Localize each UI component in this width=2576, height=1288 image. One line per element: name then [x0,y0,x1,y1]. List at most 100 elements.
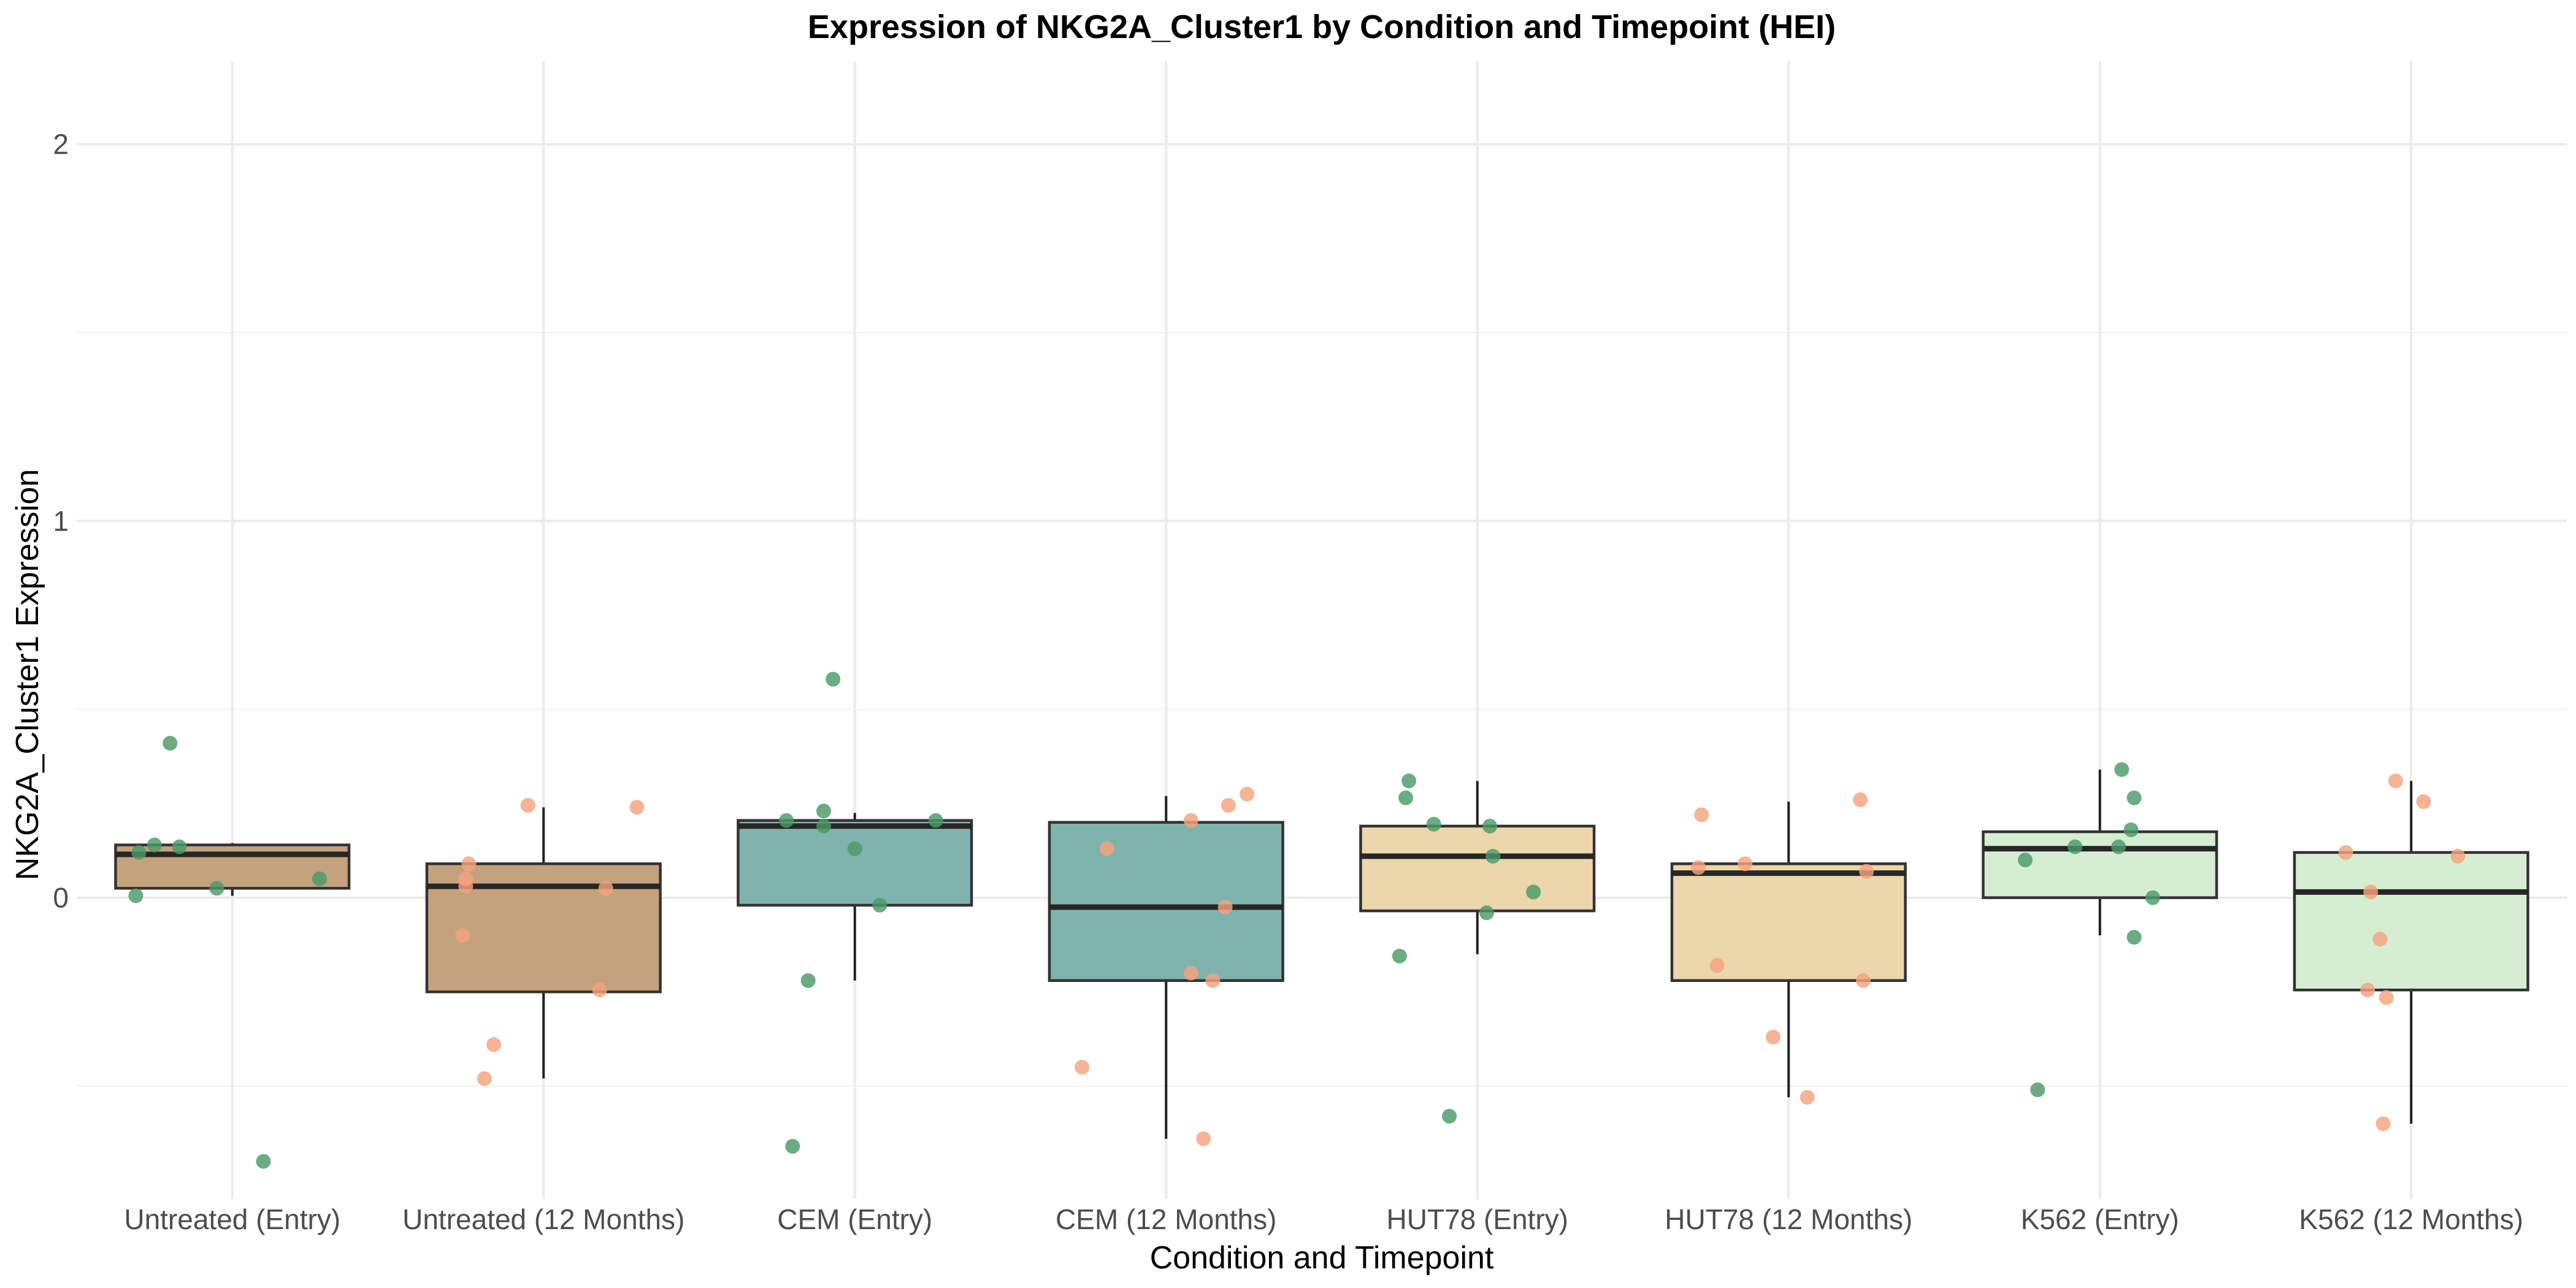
data-point [461,856,477,872]
x-tick-label: K562 (12 Months) [2299,1203,2523,1235]
data-point [163,735,178,751]
box-iqr [1359,824,1596,913]
data-point [1196,1131,1211,1146]
box-iqr [2293,851,2529,992]
data-point [847,841,862,856]
x-tick-label: Untreated (Entry) [124,1203,340,1235]
data-point [256,1154,271,1169]
data-point [1859,864,1874,879]
box-group [737,813,973,981]
point-layer [128,672,2466,1169]
data-point [1526,884,1541,900]
data-point [826,672,841,687]
x-tick-label: Untreated (12 Months) [402,1203,684,1235]
data-point [592,983,607,998]
y-axis-title: NKG2A_Cluster1 Expression [10,469,45,881]
data-point [1401,773,1417,789]
data-point [1398,790,1414,805]
data-point [1738,856,1753,872]
grid-layer [77,61,2567,1199]
data-point [2360,983,2375,998]
data-point [1485,849,1501,864]
y-tick-label: 1 [53,505,69,537]
data-point [785,1139,800,1154]
data-point [455,928,470,943]
y-tick-label: 0 [53,882,69,914]
data-point [2030,1082,2045,1097]
data-point [872,897,887,913]
data-point [2388,773,2403,789]
data-point [2145,890,2161,905]
box-layer [114,769,2529,1139]
data-point [1075,1060,1090,1075]
data-point [1240,786,1255,802]
data-point [128,888,144,903]
data-point [2068,839,2083,854]
data-point [2017,853,2033,868]
data-point [209,881,224,896]
data-point [1183,965,1198,981]
data-point [1183,813,1198,828]
data-point [2372,932,2388,947]
data-point [520,798,535,813]
data-point [172,839,187,854]
data-point [2379,990,2394,1005]
data-point [458,879,473,894]
chart-title: Expression of NKG2A_Cluster1 by Conditio… [808,9,1836,45]
data-point [1709,958,1725,973]
box-iqr [737,819,973,907]
data-point [928,813,943,828]
box-iqr [1048,821,1284,982]
data-point [779,813,794,828]
x-tick-label: CEM (Entry) [777,1203,932,1235]
data-point [477,1071,492,1086]
data-point [131,845,147,860]
data-point [816,803,831,819]
box-group [1670,801,1907,1098]
box-group [1982,769,2218,936]
x-axis-title: Condition and Timepoint [1150,1240,1494,1276]
x-tick-label: HUT78 (Entry) [1387,1203,1568,1235]
box-iqr [1982,830,2218,899]
data-point [2123,822,2139,838]
data-point [1691,860,1706,875]
data-point [629,800,645,815]
data-point [1852,792,1868,807]
data-point [1856,973,1871,988]
data-point [2126,930,2142,945]
box-group [1048,795,1284,1139]
data-point [2450,849,2466,864]
data-point [2126,790,2142,805]
data-point [1694,807,1709,822]
data-point [486,1037,502,1052]
data-point [2338,845,2353,860]
data-point [147,837,162,853]
box-group [1359,781,1596,954]
data-point [598,881,613,896]
data-point [2416,794,2431,809]
data-point [2114,762,2129,777]
data-point [1426,816,1441,832]
data-point [1765,1029,1781,1045]
data-point [1800,1090,1815,1105]
x-tick-label: HUT78 (12 Months) [1665,1203,1912,1235]
data-point [1482,818,1498,834]
data-point [800,973,816,988]
data-point [312,871,327,886]
box-group [425,807,662,1079]
data-point [1479,905,1494,921]
data-point [1205,973,1221,988]
data-point [1221,798,1236,813]
data-point [1217,899,1233,914]
data-point [2363,884,2379,900]
data-point [2375,1116,2391,1132]
data-point [1442,1108,1457,1124]
x-tick-label: CEM (12 Months) [1056,1203,1276,1235]
x-tick-label: K562 (Entry) [2021,1203,2179,1235]
data-point [816,818,831,834]
axis-layer: 0 1 2 Untreated (Entry) Untreated (12 Months… [53,128,2523,1235]
data-point [1392,948,1407,964]
data-point [1099,841,1114,856]
box-iqr [1670,862,1907,982]
